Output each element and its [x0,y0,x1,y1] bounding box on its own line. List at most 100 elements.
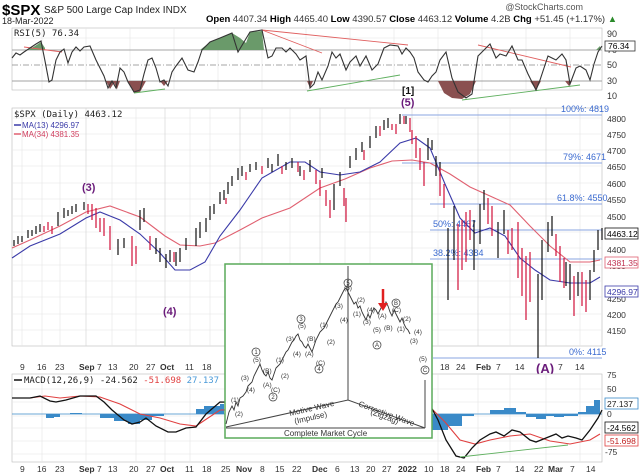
svg-text:(4): (4) [340,317,348,324]
macd-legend-macd: -24.562 [100,376,138,386]
wave-5-label: (5) [401,97,415,109]
price-tick: 4250 [607,294,626,304]
x-tick: 20 [129,362,139,372]
x-tick: 11 [185,464,194,474]
inset-wave-labels: (1) (2) (3) (4) (5) (A) (B) (C) (1) (2) (3) (4) (… [231,285,427,418]
x-tick: 7 [570,464,575,474]
x-tick: 9 [20,464,25,474]
x-tick: 24 [456,464,466,474]
svg-text:(C): (C) [316,360,325,367]
svg-text:(A): (A) [305,351,314,358]
price-tag: 4463.12 [607,229,638,239]
svg-text:C: C [423,368,428,374]
svg-text:(5): (5) [298,323,306,330]
up-bars [13,114,603,358]
x-tick: 20 [129,464,139,474]
ma13-legend: MA(13) 4296.97 [22,121,80,130]
low-value: 4390.57 [352,14,387,25]
x-tick: 7 [558,362,563,372]
up-arrow-icon: ▲ [607,14,618,25]
x-tick: 27 [382,464,392,474]
svg-text:A: A [375,343,379,349]
svg-text:B: B [394,301,398,307]
ohlc-summary: Open 4407.34 High 4465.40 Low 4390.57 Cl… [206,14,617,25]
svg-text:(1): (1) [320,322,328,329]
svg-text:(4): (4) [247,387,255,394]
high-label: High [269,14,292,25]
x-tick: 23 [55,362,65,372]
x-tick: Feb [476,464,491,474]
svg-text:(2): (2) [235,411,243,418]
rsi-legend: RSI(5) 76.34 [14,29,79,39]
x-tick: 22 [534,464,544,474]
svg-text:(5): (5) [344,285,352,292]
svg-text:(3): (3) [241,375,249,382]
ma34-tag: 4381.35 [607,258,638,268]
x-tick: 8 [260,464,265,474]
down-bars [43,116,587,320]
volume-value: 4.2B [491,14,511,25]
svg-text:(4): (4) [414,329,422,336]
symbol-subtitle: S&P 500 Large Cap Index INDX [44,5,187,16]
svg-text:1: 1 [254,350,258,356]
x-tick: 16 [37,362,47,372]
svg-text:(4): (4) [293,351,301,358]
svg-text:5: 5 [346,281,350,287]
svg-text:(2): (2) [327,339,335,346]
open-label: Open [206,14,231,25]
x-tick: Mar [548,464,564,474]
svg-text:(1): (1) [397,326,405,333]
rsi-tick-90: 90 [607,29,617,39]
svg-text:(5): (5) [373,327,381,334]
rsi-tick-10: 10 [607,91,617,101]
svg-text:(5): (5) [253,357,261,364]
x-tick: 11 [185,362,194,372]
svg-text:(1): (1) [276,357,284,364]
svg-text:(B): (B) [384,325,393,332]
x-tick: 20 [366,464,376,474]
x-tick: 14 [515,464,525,474]
macd-signal-tag: -51.698 [607,436,636,446]
svg-text:(2): (2) [281,373,289,380]
x-tick: Sep [79,464,95,474]
x-tick: 16 [37,464,47,474]
x-tick: 18 [202,362,212,372]
svg-text:(3): (3) [335,303,343,310]
x-tick: 27 [146,362,156,372]
rsi-y-axis: 90 70 50 30 10 [607,29,617,101]
macd-legend-label: MACD(12,26,9) [24,376,94,386]
macd-legend: MACD(12,26,9) -24.562 -51.698 27.137 [24,376,219,386]
x-tick: 14 [515,362,525,372]
index-name: S&P 500 Large Cap Index [44,5,161,16]
x-tick: 7 [97,362,102,372]
svg-text:(5): (5) [419,356,427,363]
fib-0: 0%: 4115 [569,347,606,357]
svg-text:(2): (2) [357,297,365,304]
chart-date: 18-Mar-2022 [2,16,54,26]
svg-text:(A): (A) [263,382,272,389]
x-tick: 23 [55,464,65,474]
svg-text:(B): (B) [307,336,316,343]
exchange: INDX [162,5,187,16]
x-tick: 13 [350,464,360,474]
macd-hist-tag: 27.137 [607,399,633,409]
macd-tick: -75 [605,447,618,457]
svg-text:3: 3 [299,317,303,323]
x-tick: Oct [160,362,174,372]
svg-text:(3): (3) [286,336,294,343]
fib-79: 79%: 4671 [563,152,606,162]
svg-text:(C): (C) [271,387,280,394]
svg-text:4: 4 [317,367,321,373]
close-label: Close [389,14,416,25]
open-value: 4407.34 [232,14,268,25]
rsi-tick-30: 30 [607,76,617,86]
macd-legend-hist: 27.137 [187,376,220,386]
fib-618: 61.8%: 4550 [557,193,608,203]
wave-a-label: (A) [536,361,554,376]
x-tick: 15 [275,464,285,474]
x-tick: 7 [496,464,501,474]
high-value: 4465.40 [293,14,328,25]
volume-label: Volume [454,14,489,25]
x-tick: 6 [335,464,340,474]
